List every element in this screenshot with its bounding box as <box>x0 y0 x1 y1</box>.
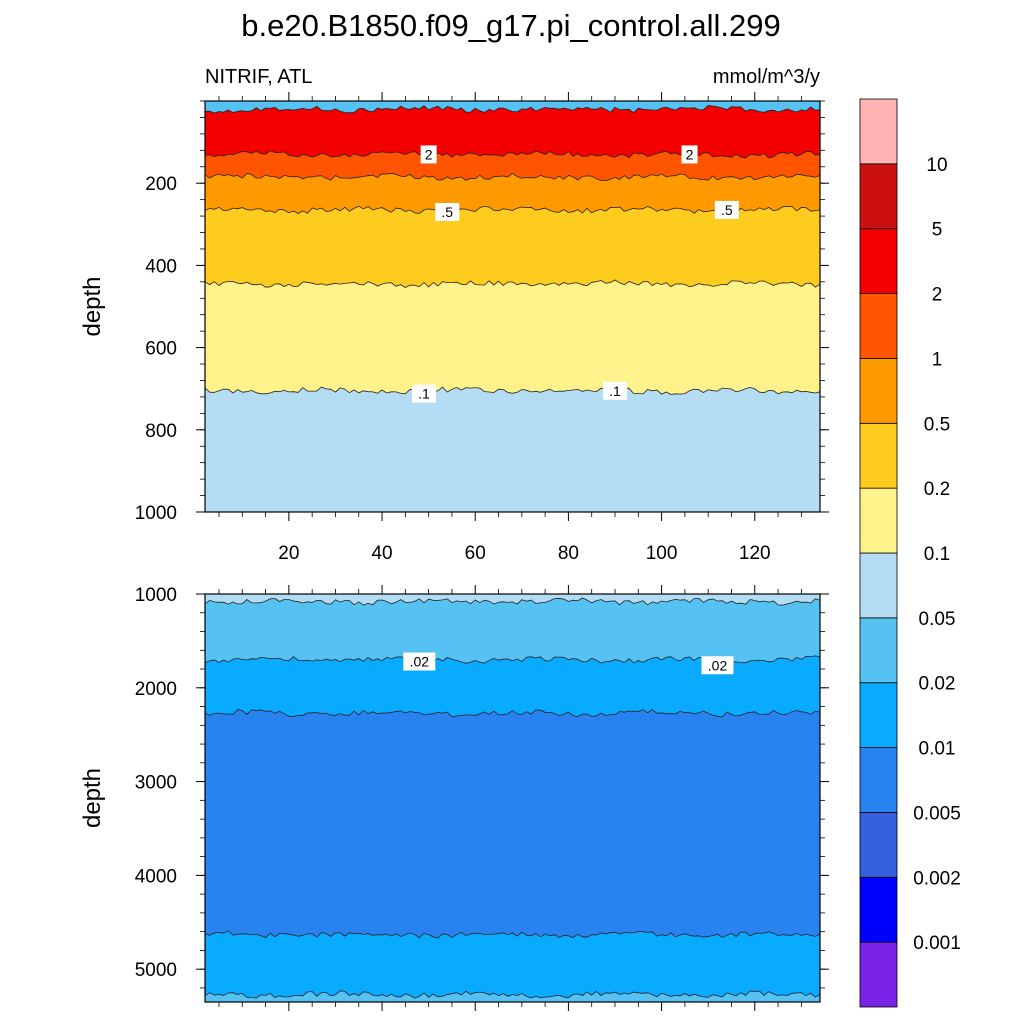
contour-label-text: .5 <box>721 202 733 218</box>
x-tick-label: 120 <box>739 543 771 564</box>
contour-label: .02 <box>701 656 734 675</box>
colorbar-box <box>859 293 898 359</box>
contour-band <box>205 150 820 181</box>
contour-label-text: 2 <box>425 146 433 162</box>
colorbar-label: 0.005 <box>913 803 961 824</box>
y-tick-label: 5000 <box>135 960 177 981</box>
colorbar-label: 0.002 <box>913 868 961 889</box>
y-axis-label: depth <box>79 768 106 828</box>
y-tick-label: 1000 <box>135 585 177 606</box>
contour-band <box>205 280 820 395</box>
y-tick-label: 200 <box>145 174 177 195</box>
colorbar-label: 1 <box>932 349 943 370</box>
contour-line <box>205 990 820 999</box>
contour-line <box>205 930 820 939</box>
contour-line <box>205 386 820 395</box>
contour-band <box>205 173 820 214</box>
contour-band <box>205 598 820 664</box>
colorbar-box <box>859 98 898 165</box>
plot-frame <box>204 593 821 1003</box>
colorbar-label: 0.2 <box>924 479 950 500</box>
colorbar-box <box>859 876 898 943</box>
contour-label: .1 <box>411 384 436 403</box>
colorbar-box <box>859 552 898 619</box>
panel-upper: 2 2 .5 .5 .1 .1 200 400 600 800 1000 20 40 60 80 100 120… <box>79 92 829 564</box>
x-tick-label: 80 <box>558 543 579 564</box>
colorbar-label: 5 <box>932 220 943 241</box>
colorbar: 0.001 0.002 0.005 0.01 0.02 0.05 0.1 0.2 0.5 1 2 5 1… <box>859 98 961 1008</box>
contour-line <box>205 104 820 114</box>
contour-label: .1 <box>603 381 627 400</box>
contour-band <box>205 709 820 938</box>
colorbar-box <box>859 682 898 748</box>
contour-label: .5 <box>714 200 739 219</box>
colorbar-label: 0.1 <box>924 544 950 565</box>
colorbar-box <box>859 812 898 878</box>
contour-line <box>205 150 820 159</box>
contour-label-text: .1 <box>609 383 621 399</box>
colorbar-box <box>859 358 898 424</box>
contour-label-text: .1 <box>418 386 430 402</box>
y-tick-label: 1000 <box>135 503 177 524</box>
contour-band <box>205 990 820 1002</box>
colorbar-label: 0.001 <box>913 933 961 954</box>
contour-label: .02 <box>403 652 436 671</box>
y-tick-label: 800 <box>145 421 177 442</box>
contour-line <box>205 708 820 718</box>
colorbar-box <box>859 941 898 1008</box>
colorbar-box <box>859 617 898 684</box>
contour-label-text: 2 <box>686 146 694 162</box>
colorbar-label: 0.01 <box>919 739 956 760</box>
y-tick-label: 3000 <box>135 773 177 794</box>
x-tick-label: 40 <box>371 543 392 564</box>
chart-title: b.e20.B1850.f09_g17.pi_control.all.299 <box>241 8 781 43</box>
left-string: NITRIF, ATL <box>205 66 312 88</box>
contour-band <box>205 594 820 606</box>
contour-band <box>205 930 820 999</box>
contour-band <box>205 101 820 113</box>
contour-label: 2 <box>420 145 437 164</box>
contour-line <box>205 279 820 288</box>
y-tick-label: 400 <box>145 256 177 277</box>
colorbar-label: 0.5 <box>924 414 950 435</box>
contour-line <box>205 597 820 606</box>
panel-lower: .02 .02 1000 2000 3000 4000 5000 depth <box>79 585 829 1011</box>
x-tick-label: 100 <box>646 543 678 564</box>
y-tick-label: 4000 <box>135 866 177 887</box>
panels: 2 2 .5 .5 .1 .1 200 400 600 800 1000 20 40 60 80 100 120… <box>79 92 829 1011</box>
contour-label-text: .5 <box>441 204 453 220</box>
contour-band <box>205 105 820 159</box>
y-axis-label: depth <box>79 276 106 336</box>
contour-band <box>205 387 820 512</box>
contour-label: .5 <box>435 202 460 221</box>
contour-label-text: .02 <box>410 654 430 670</box>
contour-line <box>205 172 820 181</box>
contour-label-text: .02 <box>708 657 728 673</box>
x-tick-label: 20 <box>278 543 299 564</box>
contour-band <box>205 655 820 717</box>
colorbar-label: 2 <box>932 285 943 306</box>
colorbar-box <box>859 747 898 813</box>
y-tick-label: 2000 <box>135 679 177 700</box>
contour-band <box>205 206 820 288</box>
colorbar-box <box>859 228 898 294</box>
y-tick-label: 600 <box>145 339 177 360</box>
units-string: mmol/m^3/y <box>713 66 820 88</box>
colorbar-box <box>859 422 898 489</box>
plot-frame <box>204 100 821 513</box>
colorbar-label: 0.02 <box>919 674 956 695</box>
colorbar-label: 0.05 <box>919 609 956 630</box>
x-tick-label: 60 <box>465 543 486 564</box>
colorbar-box <box>859 487 898 554</box>
contour-label: 2 <box>681 145 698 164</box>
colorbar-label: 10 <box>926 155 947 176</box>
colorbar-box <box>859 163 898 230</box>
